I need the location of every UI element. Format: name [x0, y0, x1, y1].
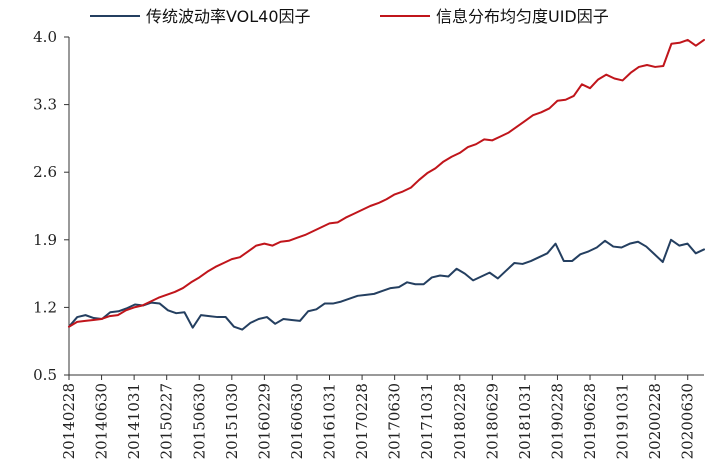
- x-tick-label: 20140630: [93, 383, 111, 459]
- x-tick-label: 20170630: [386, 383, 404, 459]
- x-tick-label: 20141031: [125, 383, 143, 459]
- x-tick-label: 20180629: [483, 383, 501, 459]
- x-tick-label: 20200228: [646, 383, 664, 459]
- series-line-vol40: [68, 238, 705, 331]
- x-tick-label: 20190228: [548, 383, 566, 459]
- y-tick-label: 4.0: [33, 28, 57, 46]
- x-tick-label: 20140228: [60, 383, 78, 459]
- y-tick-label: 1.2: [33, 298, 57, 316]
- series-line-uid: [68, 38, 705, 328]
- x-tick-label: 20191031: [614, 383, 632, 459]
- y-tick-label: 0.5: [33, 366, 57, 384]
- y-axis: 4.0 3.3 2.6 1.9 1.2 0.5: [33, 28, 70, 384]
- x-tick-label: 20171031: [418, 383, 436, 459]
- x-tick-label: 20150227: [158, 383, 176, 459]
- legend: 传统波动率VOL40因子 信息分布均匀度UID因子: [90, 7, 609, 26]
- x-tick-label: 20160630: [288, 383, 306, 459]
- x-tick-label: 20151030: [223, 383, 241, 459]
- plot-area: [68, 38, 705, 331]
- y-tick-label: 1.9: [33, 231, 57, 249]
- legend-label-uid: 信息分布均匀度UID因子: [436, 7, 609, 26]
- x-axis: 20140228 20140630 20141031 20150227 20150630…: [60, 374, 704, 459]
- x-tick-label: 20160229: [255, 383, 273, 459]
- x-tick-label: 20180228: [451, 383, 469, 459]
- x-tick-label: 20150630: [190, 383, 208, 459]
- x-tick-label: 20200630: [679, 383, 697, 459]
- x-tick-label: 20181031: [516, 383, 534, 459]
- legend-label-vol40: 传统波动率VOL40因子: [146, 7, 311, 26]
- x-tick-label: 20190628: [581, 383, 599, 459]
- y-tick-label: 2.6: [33, 163, 57, 181]
- x-tick-label: 20170228: [353, 383, 371, 459]
- y-tick-label: 3.3: [33, 96, 57, 114]
- x-tick-label: 20161031: [321, 383, 339, 459]
